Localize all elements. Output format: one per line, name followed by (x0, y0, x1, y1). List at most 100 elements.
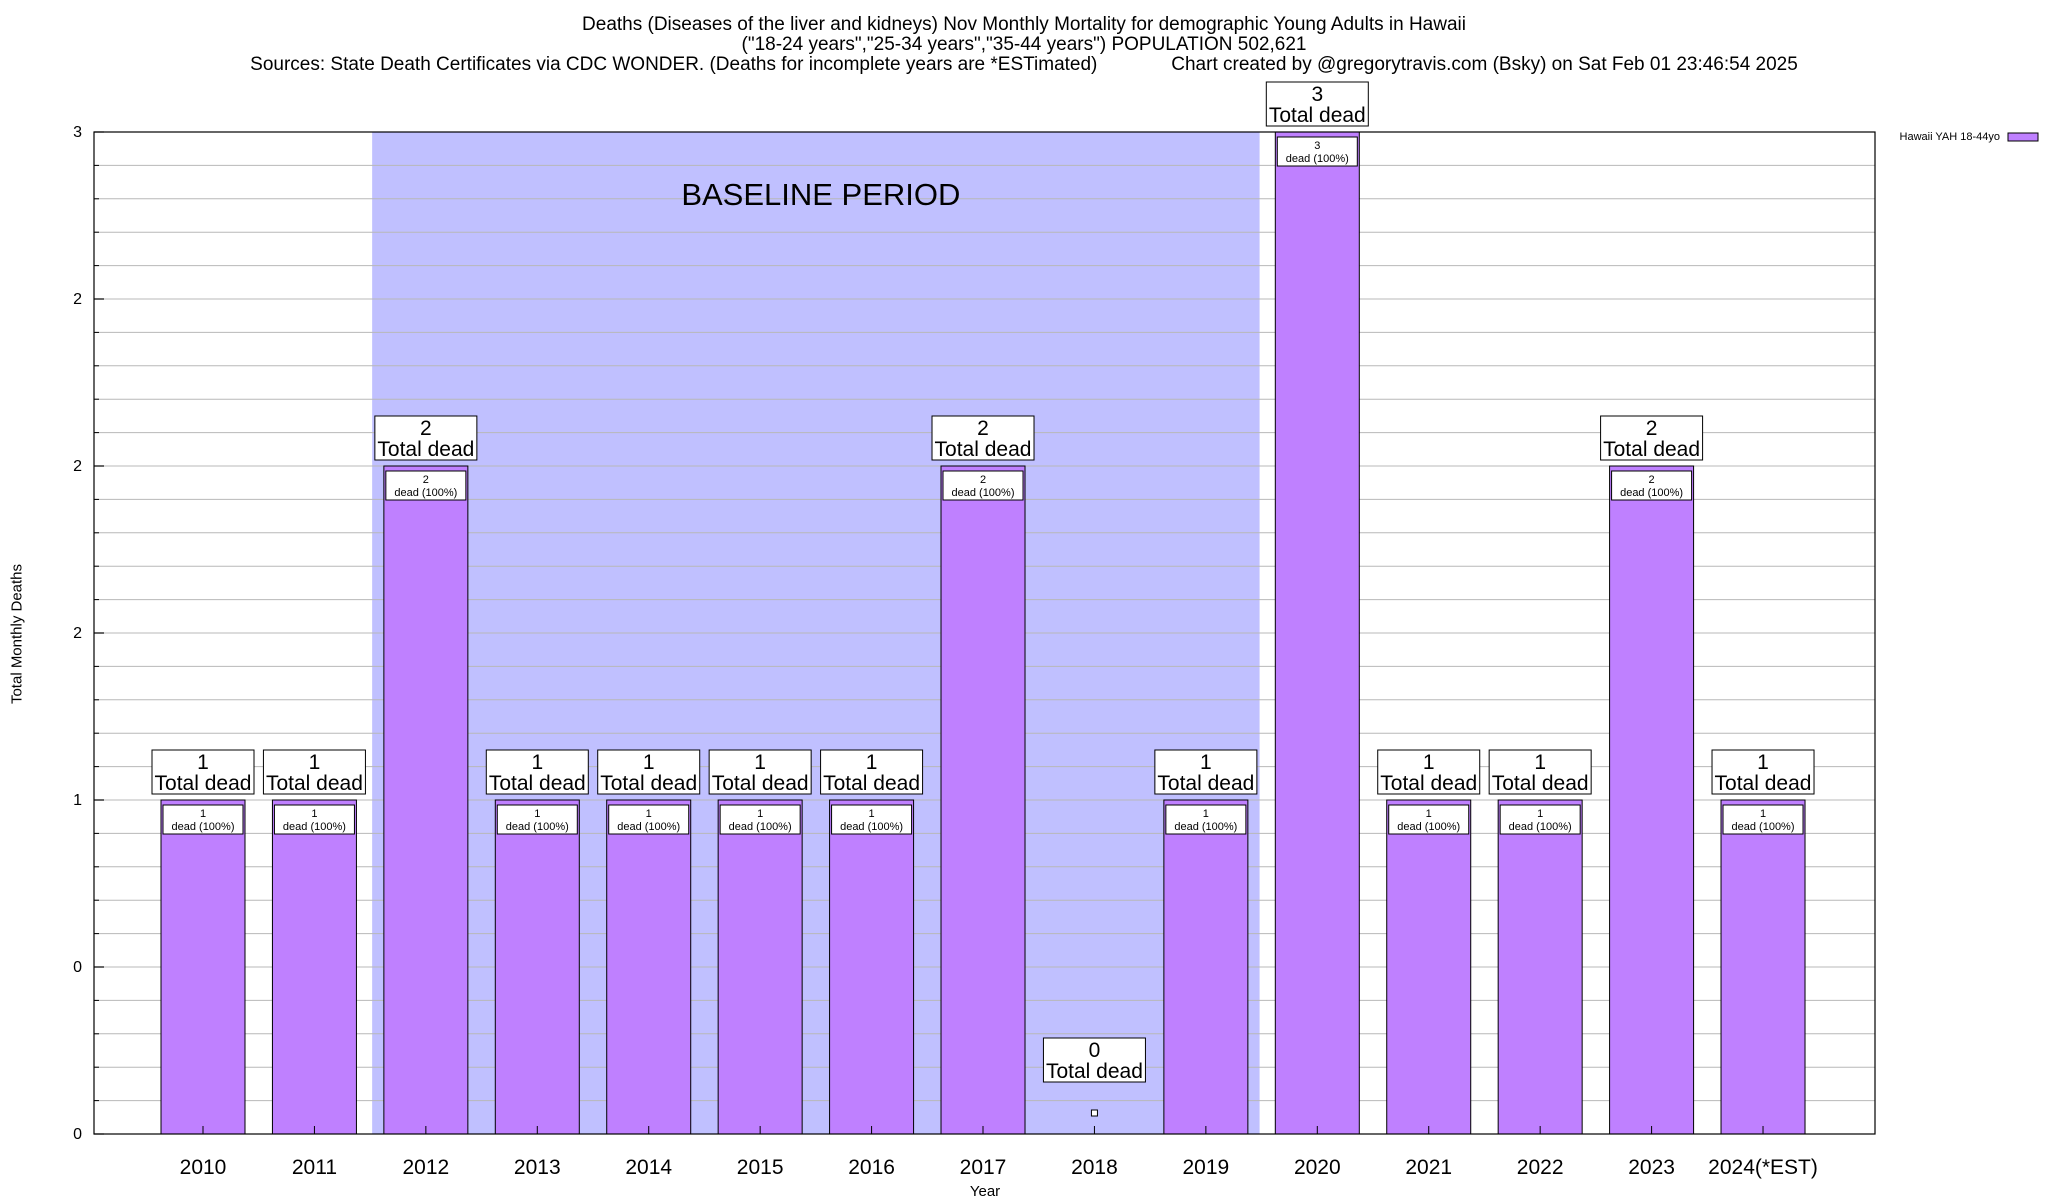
x-tick-label: 2016 (848, 1156, 895, 1179)
x-tick-label: 2022 (1517, 1156, 1564, 1179)
bar-inner-label: dead (100%) (1174, 821, 1237, 833)
bar-inner-label: dead (100%) (1732, 821, 1795, 833)
bar-total-label: Total dead (1269, 104, 1366, 127)
bar-total-label: Total dead (1157, 772, 1254, 795)
bar-total-label: Total dead (266, 772, 363, 795)
bar-inner-count: 1 (1426, 808, 1432, 820)
bar (383, 465, 469, 1135)
bar-inner-label: dead (100%) (840, 821, 903, 833)
bar-total-label: Total dead (377, 438, 474, 461)
chart-title-line-2: ("18-24 years","25-34 years","35-44 year… (741, 34, 1307, 55)
x-tick-label: 2020 (1294, 1156, 1341, 1179)
bar-total-count: 1 (1423, 751, 1435, 774)
bar-total-label: Total dead (600, 772, 697, 795)
bar (1163, 799, 1249, 1135)
bar-total-label: Total dead (823, 772, 920, 795)
bar-total-label: Total dead (155, 772, 252, 795)
bar-inner-label-box (1611, 470, 1693, 501)
bar-inner-label-box (942, 470, 1024, 501)
bar-total-count: 1 (531, 751, 543, 774)
bar-inner-count: 1 (311, 808, 317, 820)
bar-total-label-box (1711, 749, 1815, 795)
bar (717, 799, 803, 1135)
bar-total-count: 2 (977, 417, 989, 440)
bar-total-count: 1 (1534, 751, 1546, 774)
bar-inner-label-box (1388, 804, 1470, 835)
bar (606, 799, 692, 1135)
bar-inner-label-box (1165, 804, 1247, 835)
bar-inner-count: 2 (980, 474, 986, 486)
bar-inner-label-box (1276, 136, 1358, 167)
x-tick-label: 2014 (625, 1156, 672, 1179)
baseline-period-label: BASELINE PERIOD (681, 177, 960, 212)
bar-total-count: 1 (754, 751, 766, 774)
bar-inner-label-box (496, 804, 578, 835)
bar-total-label-box (820, 749, 924, 795)
bar-inner-count: 1 (646, 808, 652, 820)
bar (1386, 799, 1472, 1135)
bar-inner-label-box (831, 804, 913, 835)
bar-inner-count: 1 (534, 808, 540, 820)
bar-inner-count: 1 (1760, 808, 1766, 820)
x-tick-label: 2024(*EST) (1708, 1156, 1818, 1179)
bar-total-label-box (262, 749, 366, 795)
bar-inner-count: 1 (1537, 808, 1543, 820)
bar-inner-count: 2 (1649, 474, 1655, 486)
bar-inner-label: dead (100%) (1620, 487, 1683, 499)
bar-inner-label: dead (100%) (394, 487, 457, 499)
bar-inner-count: 1 (200, 808, 206, 820)
bar-total-label: Total dead (1492, 772, 1589, 795)
bar-inner-count: 2 (423, 474, 429, 486)
x-tick-label: 2019 (1183, 1156, 1230, 1179)
bar-inner-label-box (385, 470, 467, 501)
bar-total-count: 2 (1646, 417, 1658, 440)
bar-inner-count: 1 (869, 808, 875, 820)
bar-total-label: Total dead (712, 772, 809, 795)
x-axis-label: Year (969, 1183, 1001, 1200)
x-tick-label: 2015 (737, 1156, 784, 1179)
bar-total-count: 1 (1757, 751, 1769, 774)
y-tick-label: 2 (73, 291, 82, 308)
bar-inner-count: 3 (1314, 140, 1320, 152)
bar-inner-label-box (719, 804, 801, 835)
bar-inner-label-box (608, 804, 690, 835)
x-tick-label: 2011 (292, 1156, 337, 1179)
bar-total-label-box (708, 749, 812, 795)
y-tick-label: 1 (73, 792, 82, 809)
y-tick-label: 0 (73, 1126, 82, 1143)
bar-total-count: 1 (643, 751, 655, 774)
bar-inner-label-box (273, 804, 355, 835)
bar-inner-label: dead (100%) (172, 821, 235, 833)
bar (160, 799, 246, 1135)
x-tick-label: 2010 (180, 1156, 227, 1179)
bar-total-label-box (374, 415, 478, 461)
bar-inner-label: dead (100%) (283, 821, 346, 833)
x-tick-label: 2018 (1071, 1156, 1118, 1179)
bar (940, 465, 1026, 1135)
bar-total-count: 2 (420, 417, 432, 440)
bar-total-count: 1 (1200, 751, 1212, 774)
bar-inner-label: dead (100%) (1509, 821, 1572, 833)
legend-label: Hawaii YAH 18-44yo (1900, 131, 2000, 143)
bar-inner-label-box (162, 804, 244, 835)
bar (829, 799, 915, 1135)
bar (1274, 131, 1360, 1135)
bar-inner-label: dead (100%) (506, 821, 569, 833)
bar-total-label: Total dead (935, 438, 1032, 461)
bar-total-label-box (1377, 749, 1481, 795)
bar (1497, 799, 1583, 1135)
bar-inner-label: dead (100%) (1286, 153, 1349, 165)
legend-swatch (2007, 132, 2039, 142)
bar-total-count: 1 (866, 751, 878, 774)
bar-total-label-box (931, 415, 1035, 461)
bar-total-label-box (1154, 749, 1258, 795)
x-tick-label: 2021 (1405, 1156, 1452, 1179)
bar-inner-label: dead (100%) (729, 821, 792, 833)
bar-zero-marker (1090, 1109, 1098, 1117)
bar (1720, 799, 1806, 1135)
bar-total-label-box (151, 749, 255, 795)
bar-total-label-box (1488, 749, 1592, 795)
bar-inner-label: dead (100%) (952, 487, 1015, 499)
bar-inner-label-box (1722, 804, 1804, 835)
